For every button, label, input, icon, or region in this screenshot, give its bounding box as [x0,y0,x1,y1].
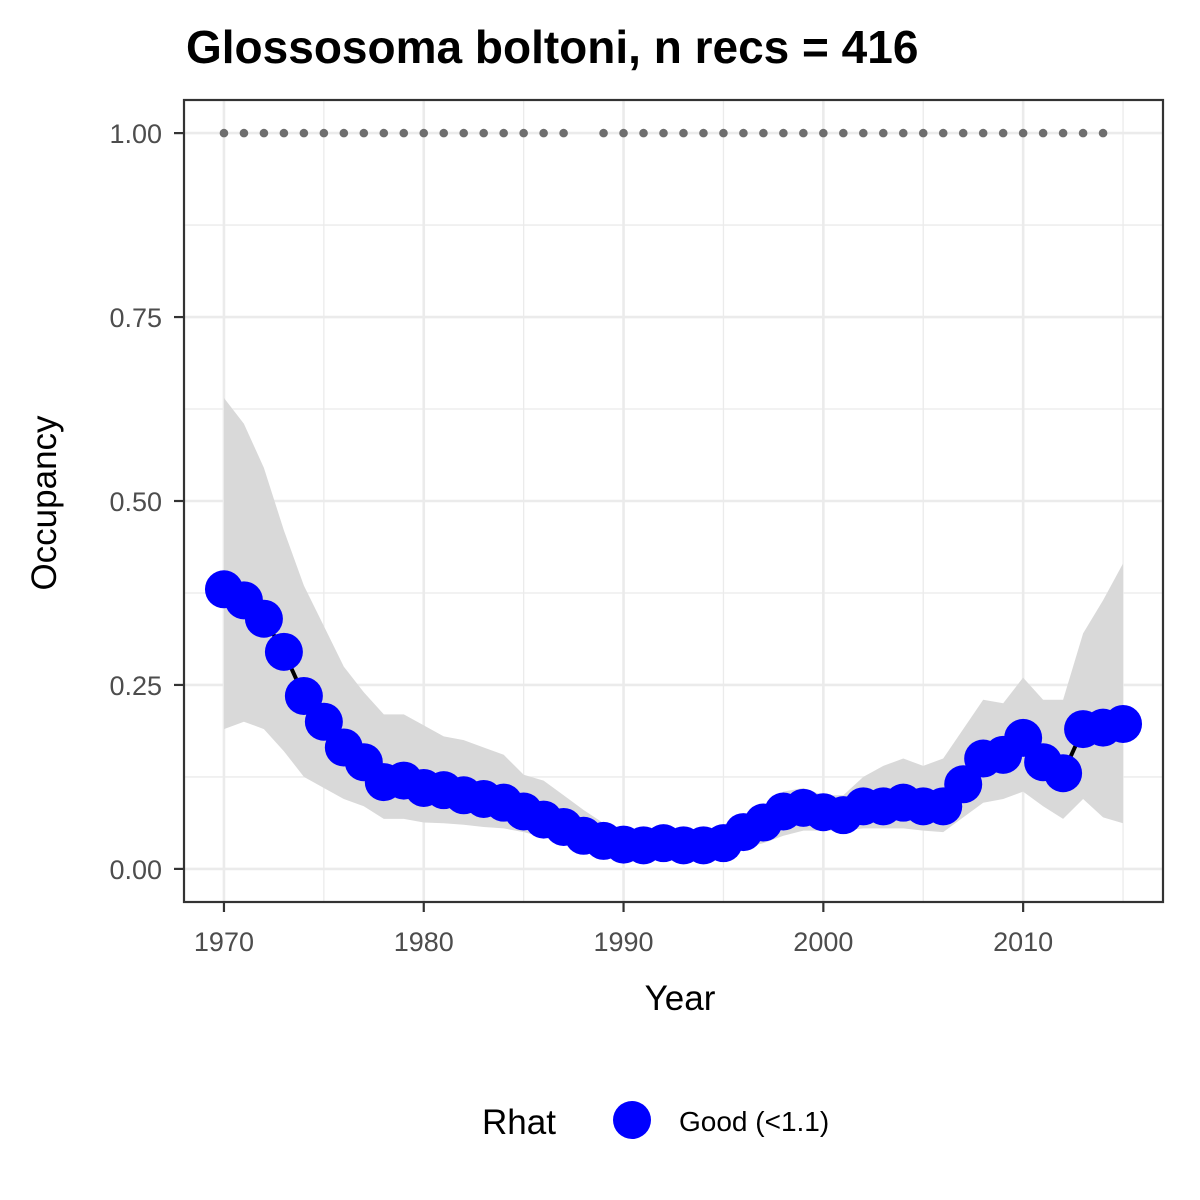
occupancy-point [284,676,323,715]
record-dot [499,128,508,138]
record-dot [799,128,808,138]
record-dot [239,128,249,138]
x-tick-label: 1980 [394,927,454,957]
y-tick-label: 0.00 [109,855,162,885]
x-tick-label: 1970 [194,927,254,957]
record-dot [439,128,449,138]
record-dot [938,128,948,138]
x-axis-title: Year [645,979,716,1018]
record-dot [1078,128,1088,138]
record-dot [1098,128,1108,138]
record-dot [559,128,568,138]
record-dot [978,128,988,138]
record-dot [319,128,329,138]
record-dot [259,128,269,138]
record-dot [339,128,349,138]
x-tick-label: 2010 [993,927,1053,957]
record-dot [359,128,369,138]
occupancy-point [304,702,343,741]
record-dot [958,128,968,138]
record-dot [479,128,488,138]
occupancy-point [244,599,283,638]
x-tick-label: 1990 [594,927,654,957]
record-dot [539,128,548,138]
confidence-ribbon [224,398,1123,856]
legend: Rhat Good (<1.1) [482,1101,829,1142]
record-dot [619,128,628,138]
record-dot [699,128,708,138]
y-axis-title: Occupancy [25,415,64,591]
record-dot [719,128,728,138]
y-tick-label: 0.50 [109,487,162,517]
record-dot [639,128,648,138]
record-dot [519,128,528,138]
record-dot [859,128,868,138]
plot-area: 1970 1980 1990 2000 2010 0.00 0.25 0.50 0.75 1.00 [109,98,1165,957]
record-dot [659,128,668,138]
record-dot [759,128,768,138]
record-dot [1018,128,1028,138]
y-tick-label: 0.25 [109,671,162,701]
record-dot [998,128,1008,138]
y-tick-label: 1.00 [109,119,162,149]
record-dot [459,128,469,138]
record-dot [898,128,908,138]
record-dot [819,128,828,138]
record-dot [739,128,748,138]
occupancy-point [944,765,983,804]
record-dot [878,128,888,138]
record-dot [839,128,848,138]
record-dot [779,128,788,138]
legend-title: Rhat [482,1103,556,1142]
record-dot [399,128,409,138]
record-dot [419,128,429,138]
occupancy-point [1104,704,1143,743]
record-dot [1058,128,1068,138]
record-dot [279,128,289,138]
record-dot [379,128,389,138]
occupancy-point [264,632,303,671]
record-dot [299,128,309,138]
record-dot [918,128,928,138]
record-dot [219,128,229,138]
legend-label-good: Good (<1.1) [679,1106,829,1137]
legend-key-good [613,1101,651,1139]
record-dot [679,128,688,138]
x-tick-label: 2000 [793,927,853,957]
y-tick-label: 0.75 [109,303,162,333]
occupancy-point [1044,754,1083,793]
record-dot [1038,128,1048,138]
record-dot [599,128,608,138]
chart-title: Glossosoma boltoni, n recs = 416 [186,21,918,73]
